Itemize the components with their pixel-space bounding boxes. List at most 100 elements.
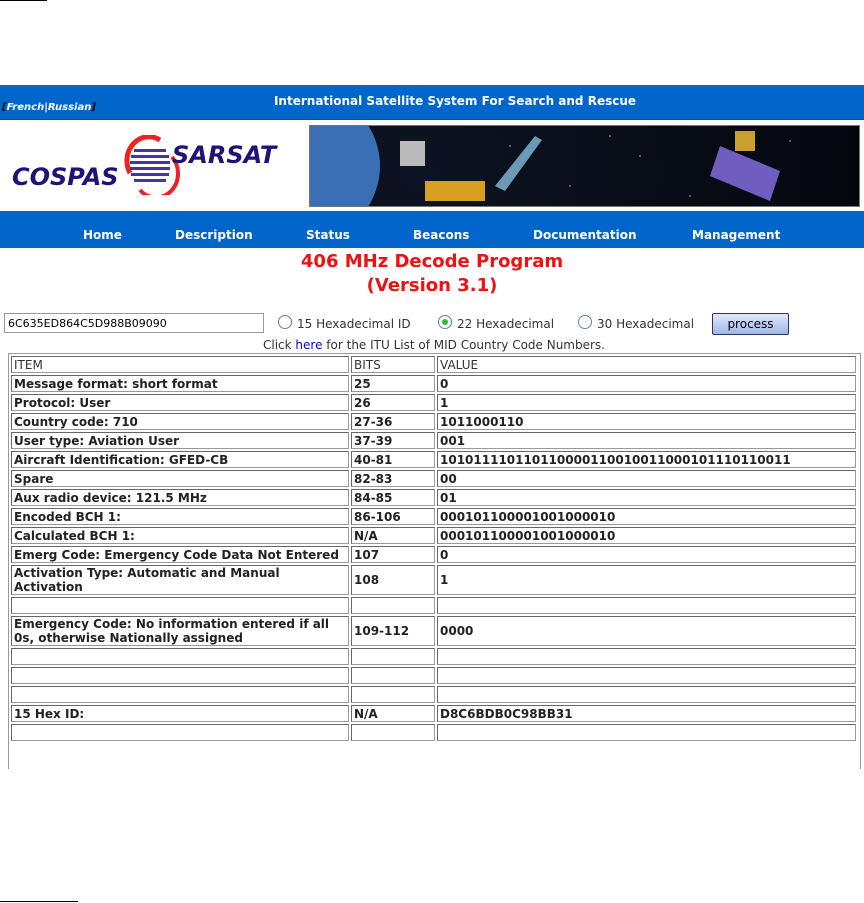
cell-item bbox=[11, 686, 349, 703]
cell-value: 1 bbox=[437, 394, 856, 411]
table-row bbox=[11, 686, 856, 703]
cell-value: 000101100001001000010 bbox=[437, 508, 856, 525]
top-rule bbox=[0, 0, 47, 1]
language-links: [French|Russian] bbox=[2, 102, 96, 113]
cell-item bbox=[11, 724, 349, 741]
cell-item: Message format: short format bbox=[11, 375, 349, 392]
nav-status[interactable]: Status bbox=[306, 228, 350, 242]
process-button[interactable]: process bbox=[712, 313, 789, 335]
cell-bits: 82-83 bbox=[351, 470, 435, 487]
table-row: Protocol: User 26 1 bbox=[11, 394, 856, 411]
info-suffix: for the ITU List of MID Country Code Num… bbox=[326, 338, 605, 352]
cell-value: 1010111101101100001100100110001011101100… bbox=[437, 451, 856, 468]
lang-russian-link[interactable]: Russian bbox=[47, 102, 92, 113]
cell-bits: 26 bbox=[351, 394, 435, 411]
cell-item bbox=[11, 648, 349, 665]
cell-value bbox=[437, 724, 856, 741]
bottom-rule bbox=[0, 901, 78, 902]
lang-french-link[interactable]: French bbox=[6, 102, 45, 113]
table-row: 15 Hex ID: N/A D8C6BDB0C98BB31 bbox=[11, 705, 856, 722]
table-row: Encoded BCH 1: 86-106 00010110000100100001… bbox=[11, 508, 856, 525]
table-row: Emergency Code: No information entered i… bbox=[11, 616, 856, 646]
cell-value: 1011000110 bbox=[437, 413, 856, 430]
cell-item: Aux radio device: 121.5 MHz bbox=[11, 489, 349, 506]
radio-22-hex-label: 22 Hexadecimal bbox=[457, 317, 555, 331]
nav-home[interactable]: Home bbox=[83, 228, 122, 242]
cospas-sarsat-logo: COSPAS SARSAT bbox=[12, 135, 278, 195]
radio-15-hex-label: 15 Hexadecimal ID bbox=[297, 317, 411, 331]
cell-item: Calculated BCH 1: bbox=[11, 527, 349, 544]
radio-30-hex-label: 30 Hexadecimal bbox=[597, 317, 695, 331]
header-item: ITEM bbox=[11, 356, 349, 373]
nav-documentation[interactable]: Documentation bbox=[533, 228, 637, 242]
table-row: Aux radio device: 121.5 MHz 84-85 01 bbox=[11, 489, 856, 506]
cell-bits: N/A bbox=[351, 705, 435, 722]
itu-list-link[interactable]: here bbox=[295, 338, 323, 352]
table-row: Aircraft Identification: GFED-CB 40-81 101… bbox=[11, 451, 856, 468]
table-row bbox=[11, 597, 856, 614]
cell-bits bbox=[351, 597, 435, 614]
table-header-row: ITEM BITS VALUE bbox=[11, 356, 856, 373]
table-row: Message format: short format 25 0 bbox=[11, 375, 856, 392]
cell-value: 0 bbox=[437, 546, 856, 563]
page-title-line2: (Version 3.1) bbox=[366, 275, 498, 296]
cell-bits: 40-81 bbox=[351, 451, 435, 468]
cell-bits bbox=[351, 686, 435, 703]
radio-15-hex[interactable] bbox=[278, 315, 292, 329]
itu-info-line: Click here for the ITU List of MID Count… bbox=[0, 338, 864, 352]
info-prefix: Click bbox=[263, 338, 292, 352]
cell-value: 0 bbox=[437, 375, 856, 392]
cell-value: 00 bbox=[437, 470, 856, 487]
cell-item: Aircraft Identification: GFED-CB bbox=[11, 451, 349, 468]
radio-30-hex[interactable] bbox=[578, 315, 592, 329]
cell-bits bbox=[351, 648, 435, 665]
cell-item: Emergency Code: No information entered i… bbox=[11, 616, 349, 646]
cell-item: Spare bbox=[11, 470, 349, 487]
cell-item: Encoded BCH 1: bbox=[11, 508, 349, 525]
cell-bits: 37-39 bbox=[351, 432, 435, 449]
svg-text:COSPAS: COSPAS bbox=[12, 163, 119, 191]
site-title: International Satellite System For Searc… bbox=[273, 94, 637, 108]
cell-item: Activation Type: Automatic and Manual Ac… bbox=[11, 565, 349, 595]
main-nav: Home Description Status Beacons Document… bbox=[0, 211, 864, 248]
header-value: VALUE bbox=[437, 356, 856, 373]
table-row: Country code: 710 27-36 1011000110 bbox=[11, 413, 856, 430]
table-row bbox=[11, 724, 856, 741]
cell-value: 01 bbox=[437, 489, 856, 506]
header-bits: BITS bbox=[351, 356, 435, 373]
decode-results-table: ITEM BITS VALUE Message format: short fo… bbox=[8, 353, 861, 769]
nav-beacons[interactable]: Beacons bbox=[413, 228, 470, 242]
cell-bits bbox=[351, 724, 435, 741]
cell-value bbox=[437, 667, 856, 684]
cell-bits: 109-112 bbox=[351, 616, 435, 646]
page-title: 406 MHz Decode Program (Version 3.1) bbox=[0, 250, 864, 298]
cell-value bbox=[437, 686, 856, 703]
nav-description[interactable]: Description bbox=[175, 228, 253, 242]
cell-bits bbox=[351, 667, 435, 684]
table-row: Emerg Code: Emergency Code Data Not Ente… bbox=[11, 546, 856, 563]
satellite-banner-image bbox=[309, 125, 860, 207]
cell-bits: 108 bbox=[351, 565, 435, 595]
cell-value: 0000 bbox=[437, 616, 856, 646]
table-row: Spare 82-83 00 bbox=[11, 470, 856, 487]
cell-item: Country code: 710 bbox=[11, 413, 349, 430]
cell-value bbox=[437, 648, 856, 665]
radio-22-hex[interactable] bbox=[438, 315, 452, 329]
nav-management[interactable]: Management bbox=[692, 228, 781, 242]
svg-text:SARSAT: SARSAT bbox=[172, 141, 278, 169]
cell-value: 1 bbox=[437, 565, 856, 595]
hex-input[interactable] bbox=[4, 313, 264, 333]
cell-value: D8C6BDB0C98BB31 bbox=[437, 705, 856, 722]
cell-item: Emerg Code: Emergency Code Data Not Ente… bbox=[11, 546, 349, 563]
table-row bbox=[11, 648, 856, 665]
table-row: Calculated BCH 1: N/A 00010110000100100001… bbox=[11, 527, 856, 544]
cell-value: 001 bbox=[437, 432, 856, 449]
top-bar: [French|Russian] International Satellite… bbox=[0, 85, 864, 120]
cell-item: User type: Aviation User bbox=[11, 432, 349, 449]
table-row: User type: Aviation User 37-39 001 bbox=[11, 432, 856, 449]
cell-bits: 25 bbox=[351, 375, 435, 392]
cell-item bbox=[11, 667, 349, 684]
cell-bits: N/A bbox=[351, 527, 435, 544]
cell-bits: 86-106 bbox=[351, 508, 435, 525]
page-title-line1: 406 MHz Decode Program bbox=[300, 251, 564, 272]
